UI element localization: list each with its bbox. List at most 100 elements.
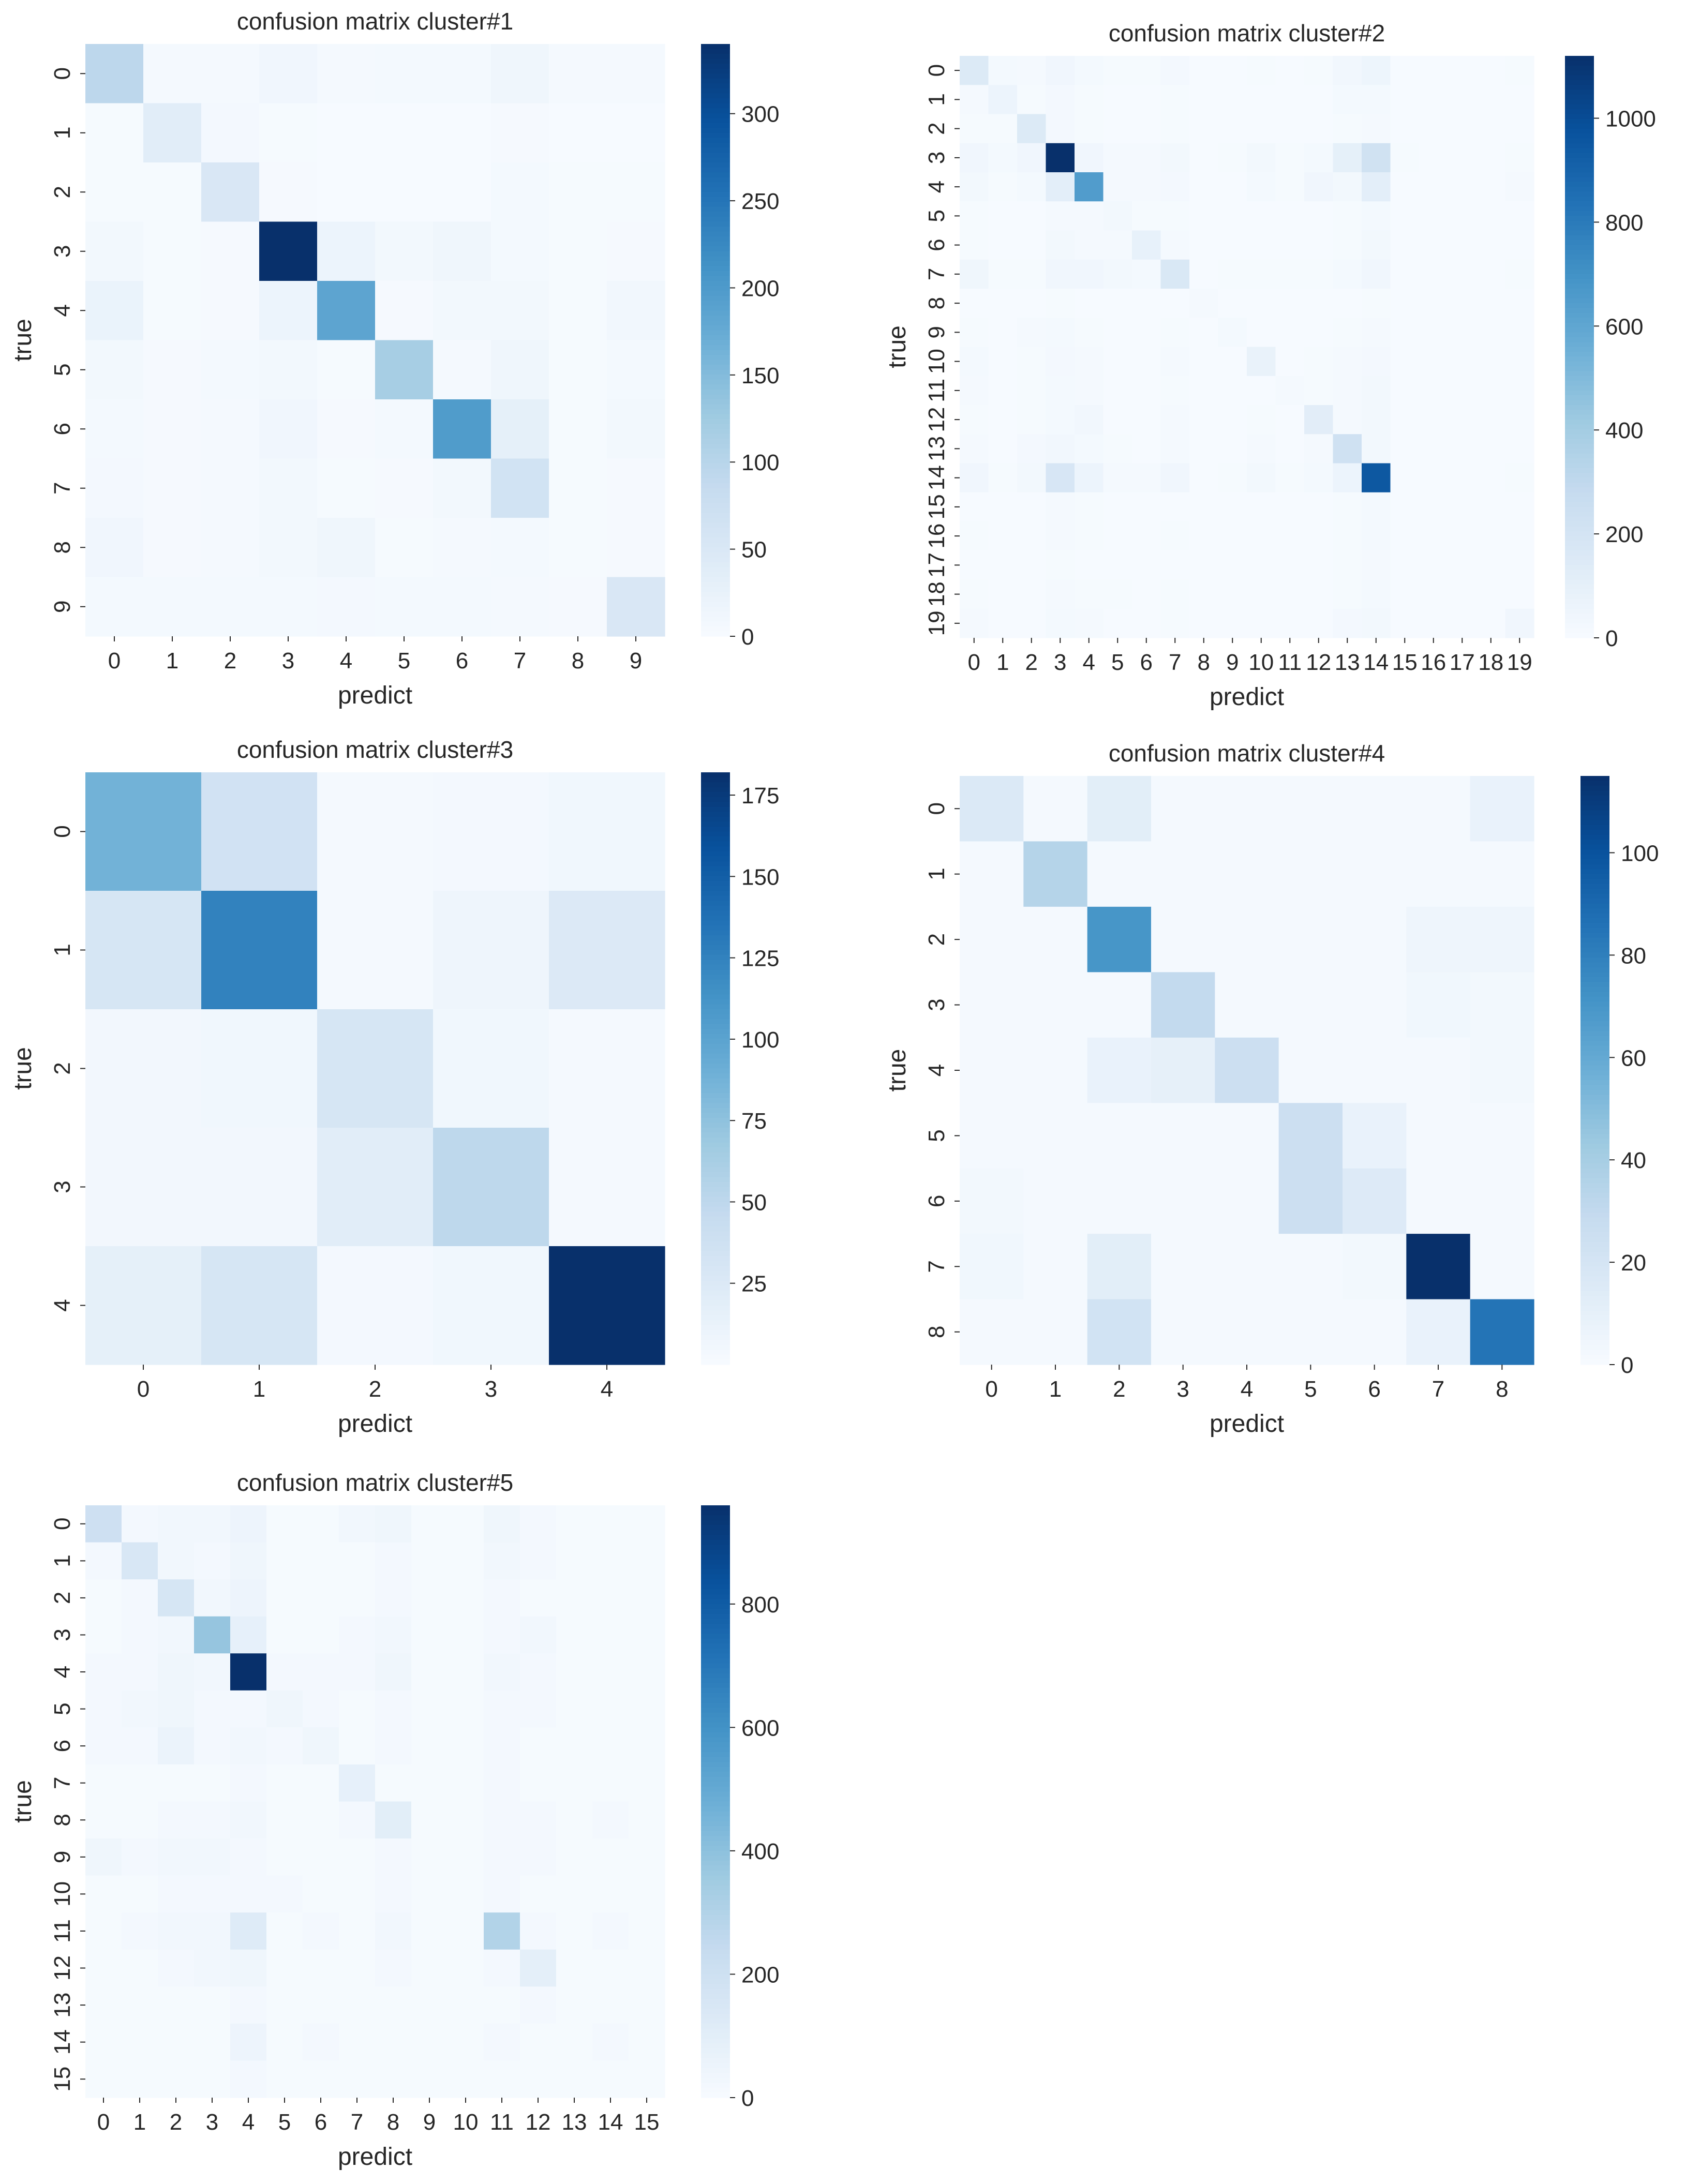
heatmap-cell-17-13 (1333, 550, 1362, 580)
heatmap-cell-10-17 (1448, 347, 1477, 377)
heatmap-cell-14-1 (988, 463, 1018, 493)
colorbar-segment (701, 1762, 730, 1768)
heatmap-cell-6-7 (1160, 230, 1190, 260)
colorbar-segment (701, 1310, 730, 1316)
colorbar-segment (701, 251, 730, 257)
heatmap-cell-14-18 (1477, 463, 1506, 493)
x-tick-label: 4 (1083, 650, 1095, 675)
heatmap-cell-8-3 (259, 518, 318, 578)
heatmap-cell-10-8 (375, 1875, 412, 1913)
colorbar-segment (1580, 800, 1609, 806)
colorbar-segment (701, 920, 730, 926)
heatmap-cell-3-11 (1275, 143, 1305, 173)
x-tick-label: 7 (351, 2110, 363, 2135)
colorbar-tick-label: 60 (1621, 1045, 1646, 1071)
heatmap-cell-13-19 (1505, 434, 1534, 464)
colorbar-segment (1580, 1089, 1609, 1096)
colorbar-segment (1565, 395, 1594, 401)
colorbar-segment (701, 1162, 730, 1168)
heatmap-cell-8-0 (960, 289, 989, 318)
y-tick-label: 8 (924, 297, 949, 309)
x-tick-label: 3 (1176, 1377, 1189, 1402)
heatmap-cell-4-2 (201, 281, 260, 341)
heatmap-cell-13-7 (1160, 434, 1190, 464)
colorbar-segment (1565, 371, 1594, 377)
colorbar-segment (701, 1117, 730, 1124)
colorbar-segment (701, 167, 730, 173)
heatmap-cell-17-12 (1304, 550, 1334, 580)
heatmap-cell-12-19 (1505, 405, 1534, 435)
heatmap-cell-0-8 (1470, 776, 1534, 842)
heatmap-cell-14-6 (303, 2023, 339, 2061)
heatmap-cell-3-4 (1075, 143, 1104, 173)
heatmap-cell-5-9 (411, 1690, 448, 1728)
colorbar-segment (1580, 1163, 1609, 1169)
colorbar-segment (1565, 463, 1594, 469)
colorbar-segment (701, 1354, 730, 1360)
heatmap-cell-9-4 (1075, 318, 1104, 348)
heatmap-cell-16-10 (1247, 521, 1276, 551)
heatmap-cell-17-8 (1189, 550, 1219, 580)
colorbar-segment (1580, 986, 1609, 992)
colorbar-segment (1580, 1325, 1609, 1331)
colorbar-segment (1580, 1193, 1609, 1199)
heatmap-cell-6-0 (85, 399, 144, 459)
heatmap-cell-3-13 (556, 1616, 593, 1654)
heatmap-cell-11-12 (1304, 376, 1334, 406)
heatmap-cell-2-1 (143, 162, 202, 222)
colorbar-segment (701, 1088, 730, 1094)
heatmap-cell-15-5 (1103, 492, 1132, 522)
colorbar-segment (1580, 1085, 1609, 1090)
colorbar-segment (1565, 118, 1594, 124)
colorbar-segment (1565, 65, 1594, 71)
heatmap-cell-9-12 (1304, 318, 1334, 348)
heatmap-cell-5-5 (266, 1690, 303, 1728)
colorbar-segment (701, 513, 730, 518)
colorbar-segment (1580, 1026, 1609, 1031)
heatmap-cell-8-4 (1075, 289, 1104, 318)
heatmap-cell-1-2 (158, 1542, 195, 1580)
colorbar-segment (701, 231, 730, 237)
colorbar-segment (701, 98, 730, 104)
heatmap-cell-8-13 (1333, 289, 1362, 318)
heatmap-cell-3-5 (1103, 143, 1132, 173)
colorbar-segment (701, 1325, 730, 1330)
heatmap-cell-13-8 (375, 1986, 412, 2024)
heatmap-cell-0-14 (1362, 56, 1391, 85)
colorbar-segment (701, 404, 730, 410)
colorbar-segment (701, 1856, 730, 1861)
heatmap-cell-5-7 (339, 1690, 376, 1728)
colorbar-segment (701, 1280, 730, 1286)
heatmap-cell-7-6 (1343, 1234, 1407, 1300)
heatmap-cell-10-10 (448, 1875, 484, 1913)
heatmap-cell-4-14 (592, 1653, 629, 1691)
colorbar-segment (1565, 541, 1594, 546)
colorbar-segment (1580, 785, 1609, 791)
heatmap-cell-12-6 (1132, 405, 1161, 435)
heatmap-cell-19-11 (1275, 608, 1305, 638)
heatmap-cell-18-6 (1132, 579, 1161, 609)
colorbar-segment (1565, 536, 1594, 542)
heatmap-cell-8-0 (960, 1299, 1024, 1365)
heatmap-cell-11-9 (1218, 376, 1247, 406)
colorbar-segment (701, 1846, 730, 1851)
heatmap-cell-5-6 (1343, 1103, 1407, 1169)
colorbar-segment (701, 1776, 730, 1782)
heatmap-cell-9-4 (317, 577, 376, 637)
heatmap-cell-12-7 (339, 1949, 376, 1987)
heatmap-cell-0-4 (317, 44, 376, 104)
heatmap-cell-3-6 (433, 221, 491, 281)
colorbar-segment (701, 532, 730, 538)
heatmap-cell-5-10 (1247, 201, 1276, 231)
colorbar-segment (1565, 70, 1594, 76)
colorbar-segment (701, 851, 730, 857)
heatmap-cell-0-4 (1075, 56, 1104, 85)
colorbar-segment (1580, 795, 1609, 801)
heatmap-cell-1-4 (549, 891, 665, 1010)
colorbar-segment (701, 1648, 730, 1654)
heatmap-cell-12-9 (411, 1949, 448, 1987)
heatmap-cell-1-0 (85, 891, 202, 1010)
colorbar-segment (1580, 1168, 1609, 1174)
colorbar-segment (701, 172, 730, 178)
heatmap-cell-4-4 (1215, 1037, 1279, 1103)
